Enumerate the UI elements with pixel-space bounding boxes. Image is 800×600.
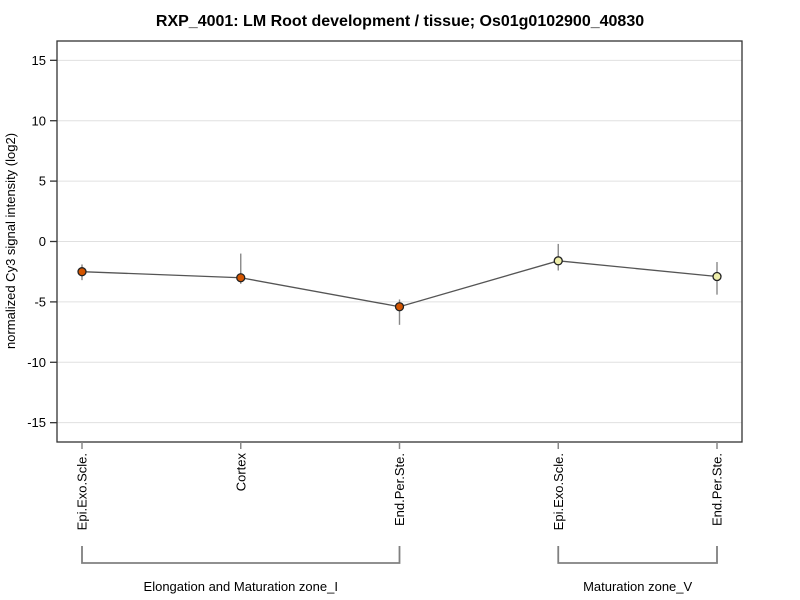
y-tick-label: 10: [32, 113, 46, 128]
y-tick-label: -15: [27, 415, 46, 430]
y-tick-label: 5: [39, 174, 46, 189]
data-point: [394, 302, 405, 312]
plot-content: 15 10 5 0 -5 -10 -15 Epi.Exo.Scle. Cortex End.Per…: [27, 40, 743, 594]
x-tick-label: Cortex: [233, 453, 248, 492]
y-tick-label: -10: [27, 355, 46, 370]
y-axis-title: normalized Cy3 signal intensity (log2): [3, 133, 18, 349]
group-label: Maturation zone_V: [583, 579, 692, 594]
data-point: [77, 267, 87, 277]
group-bracket: [81, 546, 401, 564]
group-label: Elongation and Maturation zone_I: [144, 579, 338, 594]
x-tick-label: Epi.Exo.Scle.: [551, 453, 566, 530]
x-tick-label: End.Per.Ste.: [392, 453, 407, 526]
y-tick-label: 0: [39, 234, 46, 249]
chart-title: RXP_4001: LM Root development / tissue; …: [156, 13, 644, 30]
y-tick-label: 15: [32, 53, 46, 68]
y-tick-label: -5: [34, 294, 46, 309]
x-tick-label: Epi.Exo.Scle.: [75, 453, 90, 530]
group-bracket: [557, 546, 718, 564]
data-point: [712, 271, 722, 282]
data-point: [553, 256, 563, 266]
x-tick-label: End.Per.Ste.: [710, 453, 725, 526]
data-point: [236, 273, 246, 283]
